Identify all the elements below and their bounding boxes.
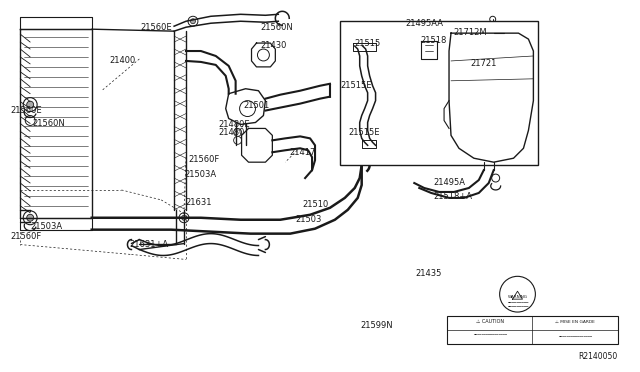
Text: 21480: 21480	[219, 128, 245, 137]
Text: 21515E: 21515E	[341, 81, 372, 90]
Text: 21560F: 21560F	[10, 232, 42, 241]
Text: 21515: 21515	[355, 39, 381, 48]
Circle shape	[257, 49, 269, 61]
Text: ─────────: ─────────	[507, 305, 528, 309]
Circle shape	[492, 32, 506, 46]
Text: ────────────────: ────────────────	[473, 333, 507, 337]
Text: ────────────────: ────────────────	[558, 335, 592, 339]
Bar	[447, 316, 618, 344]
Text: ─────────: ─────────	[507, 301, 528, 305]
Text: 21631+A: 21631+A	[129, 240, 168, 248]
Text: WARNING: WARNING	[508, 295, 527, 299]
Circle shape	[356, 44, 364, 52]
Text: 21503A: 21503A	[30, 222, 62, 231]
Text: 21495A: 21495A	[433, 178, 465, 187]
Circle shape	[234, 128, 241, 137]
Text: 21599N: 21599N	[361, 321, 394, 330]
Text: 21560N: 21560N	[260, 23, 293, 32]
Text: 21503: 21503	[295, 215, 321, 224]
Text: 21417: 21417	[289, 148, 316, 157]
Text: 21721: 21721	[471, 59, 497, 68]
Text: 21480E: 21480E	[219, 121, 250, 129]
Circle shape	[25, 116, 35, 125]
Circle shape	[182, 215, 186, 220]
Circle shape	[492, 174, 500, 182]
Circle shape	[23, 98, 37, 112]
Text: 21495AA: 21495AA	[405, 19, 444, 28]
Circle shape	[500, 276, 536, 312]
Text: 21518: 21518	[420, 36, 447, 45]
Text: 21712M: 21712M	[453, 28, 486, 37]
Text: ⚠ MISE EN GARDE: ⚠ MISE EN GARDE	[555, 320, 595, 324]
Text: 21400: 21400	[109, 56, 136, 65]
Circle shape	[239, 101, 255, 116]
Text: 21435: 21435	[416, 269, 442, 278]
Text: ⚠ CAUTION: ⚠ CAUTION	[476, 320, 504, 324]
Text: 21560F: 21560F	[188, 155, 220, 164]
Circle shape	[191, 19, 195, 24]
Circle shape	[490, 16, 495, 22]
Circle shape	[179, 213, 189, 223]
Text: 21631: 21631	[185, 198, 211, 207]
Circle shape	[188, 16, 198, 26]
Circle shape	[27, 101, 34, 108]
Text: 21515E: 21515E	[349, 128, 380, 137]
Text: R2140050: R2140050	[579, 352, 618, 361]
Text: 21560E: 21560E	[140, 23, 172, 32]
Text: 21518+A: 21518+A	[433, 192, 472, 201]
Circle shape	[27, 214, 34, 221]
Text: 21430: 21430	[260, 41, 287, 50]
Text: 21560E: 21560E	[10, 106, 42, 115]
Circle shape	[23, 211, 37, 225]
Text: 21560N: 21560N	[32, 119, 65, 128]
Text: 21503A: 21503A	[184, 170, 216, 179]
Bar	[340, 21, 538, 165]
Text: 21510: 21510	[302, 200, 328, 209]
Circle shape	[234, 137, 241, 144]
Text: 21501: 21501	[244, 101, 270, 110]
